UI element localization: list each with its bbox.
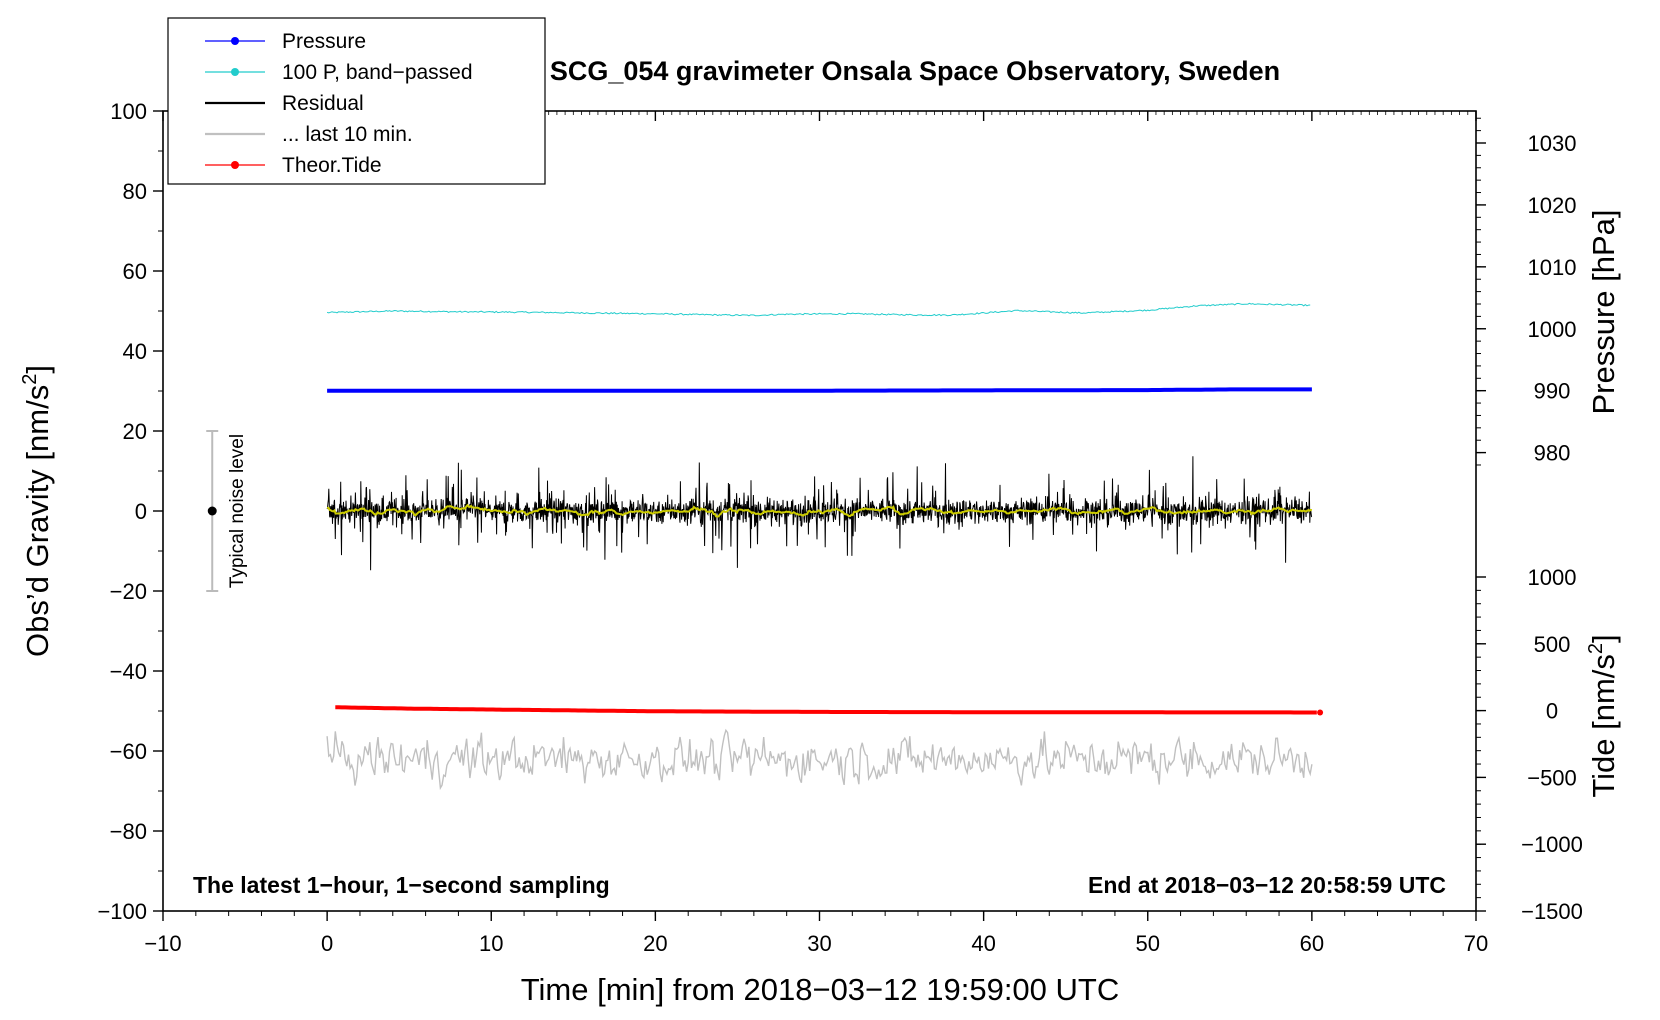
y-tick-label: 60: [123, 259, 147, 284]
annotation-latest-hour: The latest 1−hour, 1−second sampling: [193, 872, 610, 898]
tide-tick-label: −1000: [1521, 832, 1583, 857]
legend-label: ... last 10 min.: [282, 123, 413, 146]
series-pressure-bandpassed: [326, 302, 1311, 317]
pressure-tick-label: 1000: [1528, 317, 1577, 342]
y-tick-label: 40: [123, 339, 147, 364]
series-last-10-min: [326, 728, 1313, 791]
y-tick-label: 100: [110, 99, 147, 124]
y-axis-tide-title-main: Tide [nm/s: [1586, 654, 1621, 798]
series-residual-smoothed: [326, 503, 1313, 518]
series-theor-tide: [335, 705, 1317, 715]
legend-label: Residual: [282, 92, 364, 115]
pressure-tick-label: 1030: [1528, 131, 1577, 156]
y-tick-label: −60: [110, 739, 147, 764]
y-tick-label: 20: [123, 419, 147, 444]
tide-tick-label: 1000: [1528, 565, 1577, 590]
pressure-tick-label: 990: [1534, 379, 1571, 404]
tide-tick-label: −500: [1527, 765, 1577, 790]
noise-center-dot: [207, 506, 217, 516]
y-axis-gravity-title: Obs’d Gravity [nm/s2]: [19, 365, 55, 657]
y-tick-label: −40: [110, 659, 147, 684]
legend-marker: [231, 37, 239, 45]
x-tick-label: 20: [643, 931, 667, 956]
x-axis: −10 0 10 20 30 40 50 60 70: [144, 111, 1488, 956]
y-axis-tide-title-end: ]: [1586, 634, 1621, 643]
x-tick-label: 30: [807, 931, 831, 956]
y-axis-tide: 1000 500 0 −500 −1000 −1500: [1476, 565, 1583, 924]
series-theor-tide-end-point: [1317, 709, 1324, 716]
y-axis-tide-title: Tide [nm/s2]: [1585, 634, 1621, 797]
series-residual: [326, 456, 1313, 571]
noise-indicator: Typical noise level: [206, 430, 248, 592]
x-axis-title: Time [min] from 2018−03−12 19:59:00 UTC: [521, 972, 1120, 1007]
plot-lines: [326, 302, 1324, 791]
y-axis-gravity-title-main: Obs’d Gravity [nm/s: [20, 385, 55, 657]
tide-tick-label: −1500: [1521, 899, 1583, 924]
pressure-tick-label: 980: [1534, 441, 1571, 466]
legend-label: 100 P, band−passed: [282, 61, 473, 84]
y-axis-pressure-title: Pressure [hPa]: [1586, 209, 1621, 414]
y-tick-label: −100: [97, 899, 147, 924]
tide-tick-label: 500: [1534, 632, 1571, 657]
x-tick-label: 10: [479, 931, 503, 956]
legend-box: [167, 17, 546, 185]
pressure-tick-label: 1020: [1528, 193, 1577, 218]
tide-tick-label: 0: [1546, 699, 1558, 724]
annotation-end-time: End at 2018−03−12 20:58:59 UTC: [1088, 872, 1446, 898]
x-tick-label: 40: [971, 931, 995, 956]
x-tick-label: 50: [1136, 931, 1160, 956]
y-axis-tide-title-sup: 2: [1585, 643, 1607, 654]
y-axis-gravity-title-end: ]: [20, 365, 55, 374]
series-pressure: [327, 387, 1312, 393]
y-tick-label: −20: [110, 579, 147, 604]
y-axis-gravity: 100 80 60 40 20 0 −20 −40 −60 −80 −100: [97, 99, 163, 924]
y-tick-label: −80: [110, 819, 147, 844]
x-tick-label: 60: [1300, 931, 1324, 956]
y-tick-label: 80: [123, 179, 147, 204]
legend-marker: [231, 68, 239, 76]
x-tick-label: 70: [1464, 931, 1488, 956]
legend-label: Theor.Tide: [282, 154, 382, 177]
x-tick-label: 0: [321, 931, 333, 956]
pressure-tick-label: 1010: [1528, 255, 1577, 280]
legend: Pressure 100 P, band−passed Residual ... la…: [167, 17, 546, 185]
x-tick-label: −10: [144, 931, 181, 956]
y-tick-label: 0: [135, 499, 147, 524]
legend-label: Pressure: [282, 30, 366, 53]
legend-marker: [231, 161, 239, 169]
noise-label: Typical noise level: [227, 434, 248, 588]
chart-title: SCG_054 gravimeter Onsala Space Observat…: [550, 56, 1280, 86]
y-axis-pressure: 1030 1020 1010 1000 990 980: [1476, 117, 1577, 466]
y-axis-gravity-title-sup: 2: [19, 374, 41, 385]
